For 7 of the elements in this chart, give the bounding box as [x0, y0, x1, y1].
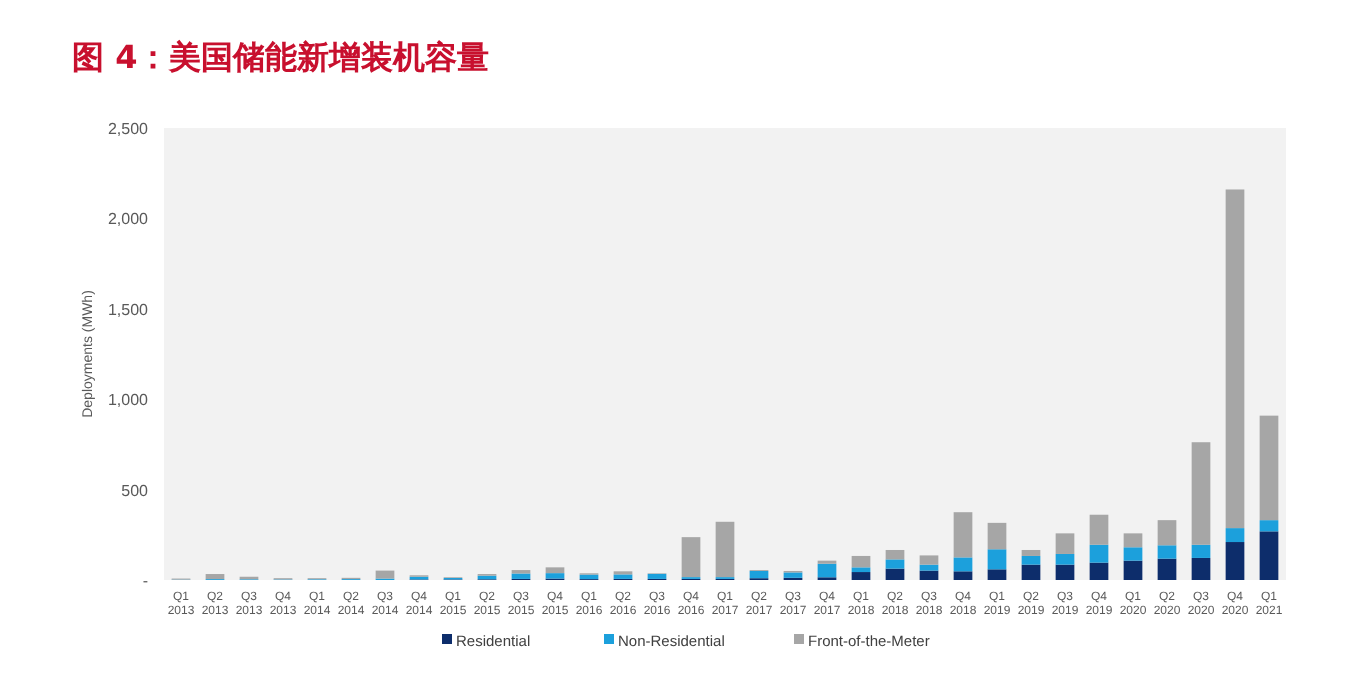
y-tick-label: 2,500 — [107, 120, 150, 138]
y-tick-label: 500 — [121, 481, 150, 500]
y-tick-label: 1,000 — [107, 391, 150, 410]
y-tick-label: 1,500 — [107, 300, 150, 319]
chart-title: 图 4：美国储能新增装机容量 — [72, 38, 490, 76]
y-tick-label: 2,000 — [107, 210, 150, 229]
y-tick-label: - — [142, 572, 149, 590]
